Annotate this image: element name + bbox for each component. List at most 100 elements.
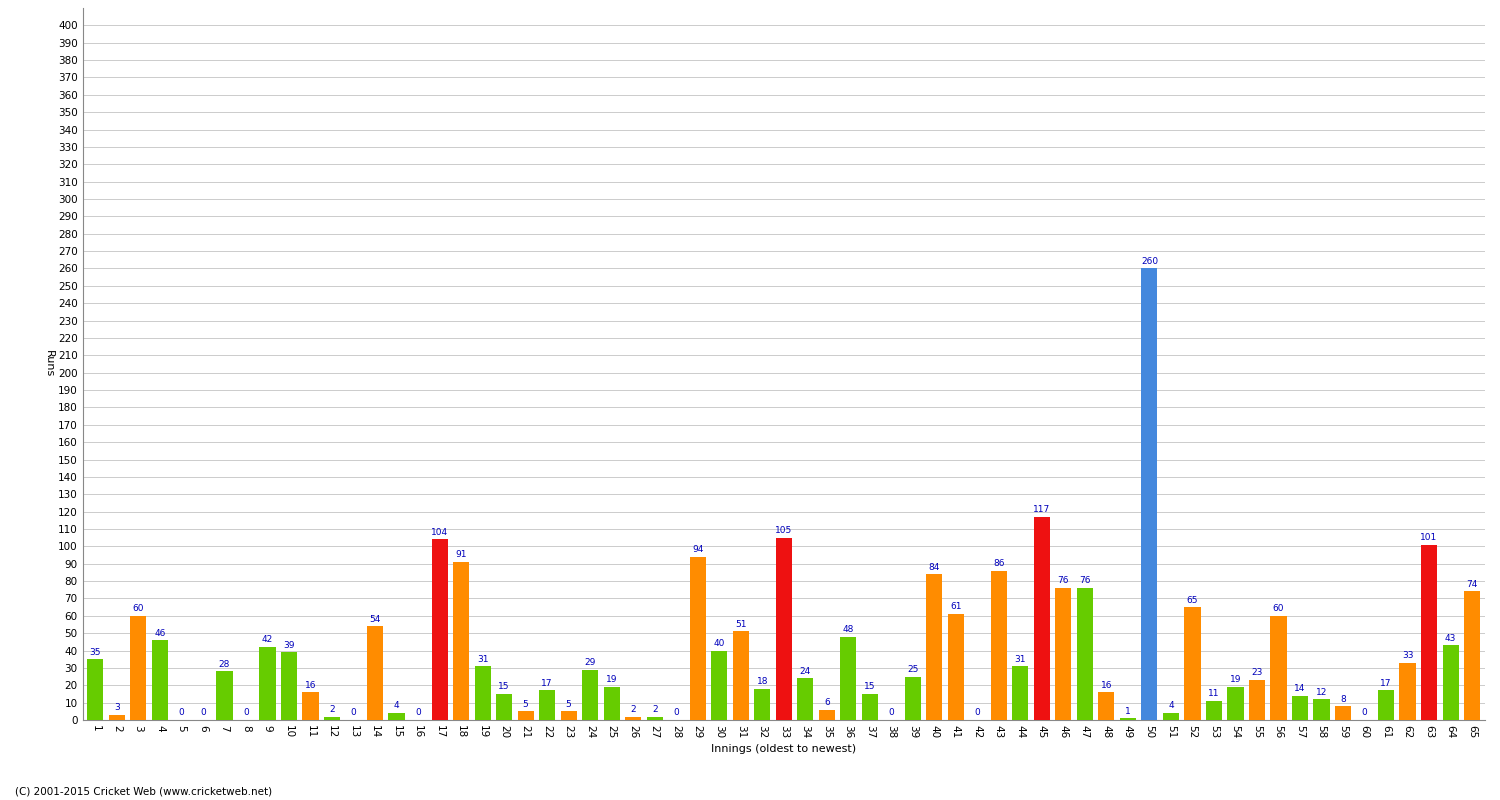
Text: 35: 35 — [90, 648, 101, 657]
Text: 46: 46 — [154, 629, 165, 638]
Text: 260: 260 — [1142, 257, 1158, 266]
Bar — [840, 637, 856, 720]
Text: 86: 86 — [993, 559, 1005, 568]
Bar — [992, 570, 1006, 720]
Bar — [1335, 706, 1352, 720]
Text: 33: 33 — [1402, 651, 1413, 660]
Text: 65: 65 — [1186, 595, 1198, 605]
Text: 2: 2 — [630, 705, 636, 714]
Bar — [1250, 680, 1264, 720]
Bar — [754, 689, 771, 720]
Text: 3: 3 — [114, 703, 120, 712]
Bar — [1077, 588, 1094, 720]
Bar — [646, 717, 663, 720]
Bar — [626, 717, 640, 720]
Bar — [927, 574, 942, 720]
Text: 101: 101 — [1420, 533, 1437, 542]
Text: 61: 61 — [950, 602, 962, 611]
Bar — [453, 562, 470, 720]
Bar — [1185, 607, 1200, 720]
Text: 15: 15 — [498, 682, 510, 691]
Bar — [1314, 699, 1329, 720]
Text: 91: 91 — [456, 550, 466, 559]
Text: 24: 24 — [800, 666, 812, 676]
Bar — [1400, 662, 1416, 720]
Bar — [561, 711, 576, 720]
Text: 43: 43 — [1444, 634, 1456, 642]
Bar — [1443, 646, 1458, 720]
Text: 40: 40 — [714, 639, 724, 648]
Text: 0: 0 — [243, 708, 249, 718]
Text: 29: 29 — [585, 658, 596, 667]
Text: 11: 11 — [1208, 690, 1219, 698]
Bar — [87, 659, 104, 720]
Text: 60: 60 — [132, 604, 144, 613]
Text: 0: 0 — [1362, 708, 1368, 718]
Text: 0: 0 — [200, 708, 206, 718]
Bar — [776, 538, 792, 720]
Bar — [303, 692, 318, 720]
Text: 6: 6 — [824, 698, 830, 707]
Text: 25: 25 — [908, 665, 918, 674]
Y-axis label: Runs: Runs — [44, 350, 54, 378]
Text: 28: 28 — [219, 660, 230, 669]
Text: 48: 48 — [843, 625, 854, 634]
Text: 4: 4 — [393, 702, 399, 710]
Bar — [603, 687, 619, 720]
Bar — [1162, 713, 1179, 720]
Bar — [324, 717, 340, 720]
Text: 60: 60 — [1272, 604, 1284, 613]
Bar — [582, 670, 598, 720]
Text: 39: 39 — [284, 641, 296, 650]
Text: 16: 16 — [304, 681, 316, 690]
Text: 5: 5 — [566, 700, 572, 709]
Bar — [732, 631, 748, 720]
Text: 1: 1 — [1125, 706, 1131, 716]
Text: 0: 0 — [674, 708, 680, 718]
Bar — [1056, 588, 1071, 720]
Bar — [1270, 616, 1287, 720]
Bar — [432, 539, 447, 720]
Bar — [110, 714, 125, 720]
Text: 17: 17 — [1380, 679, 1392, 688]
Bar — [1013, 666, 1029, 720]
Bar — [368, 626, 382, 720]
Bar — [1120, 718, 1136, 720]
Bar — [388, 713, 405, 720]
Text: 16: 16 — [1101, 681, 1112, 690]
X-axis label: Innings (oldest to newest): Innings (oldest to newest) — [711, 744, 856, 754]
Text: 31: 31 — [1014, 654, 1026, 663]
Bar — [280, 652, 297, 720]
Text: 5: 5 — [522, 700, 528, 709]
Bar — [819, 710, 836, 720]
Text: 76: 76 — [1078, 577, 1090, 586]
Bar — [1034, 517, 1050, 720]
Bar — [538, 690, 555, 720]
Text: 94: 94 — [692, 545, 703, 554]
Bar — [948, 614, 964, 720]
Bar — [152, 640, 168, 720]
Text: 0: 0 — [351, 708, 357, 718]
Text: 15: 15 — [864, 682, 876, 691]
Bar — [130, 616, 147, 720]
Text: 0: 0 — [888, 708, 894, 718]
Text: 12: 12 — [1316, 687, 1328, 697]
Text: 0: 0 — [975, 708, 980, 718]
Text: 42: 42 — [262, 635, 273, 645]
Text: 105: 105 — [776, 526, 792, 535]
Text: 14: 14 — [1294, 684, 1305, 693]
Bar — [518, 711, 534, 720]
Bar — [1420, 545, 1437, 720]
Text: 31: 31 — [477, 654, 489, 663]
Bar — [1098, 692, 1114, 720]
Text: 19: 19 — [606, 675, 618, 685]
Bar — [260, 647, 276, 720]
Text: 54: 54 — [369, 614, 381, 624]
Text: 19: 19 — [1230, 675, 1240, 685]
Text: 117: 117 — [1034, 506, 1050, 514]
Bar — [1378, 690, 1394, 720]
Text: 4: 4 — [1168, 702, 1174, 710]
Text: 74: 74 — [1467, 580, 1478, 589]
Text: 18: 18 — [756, 677, 768, 686]
Bar — [861, 694, 877, 720]
